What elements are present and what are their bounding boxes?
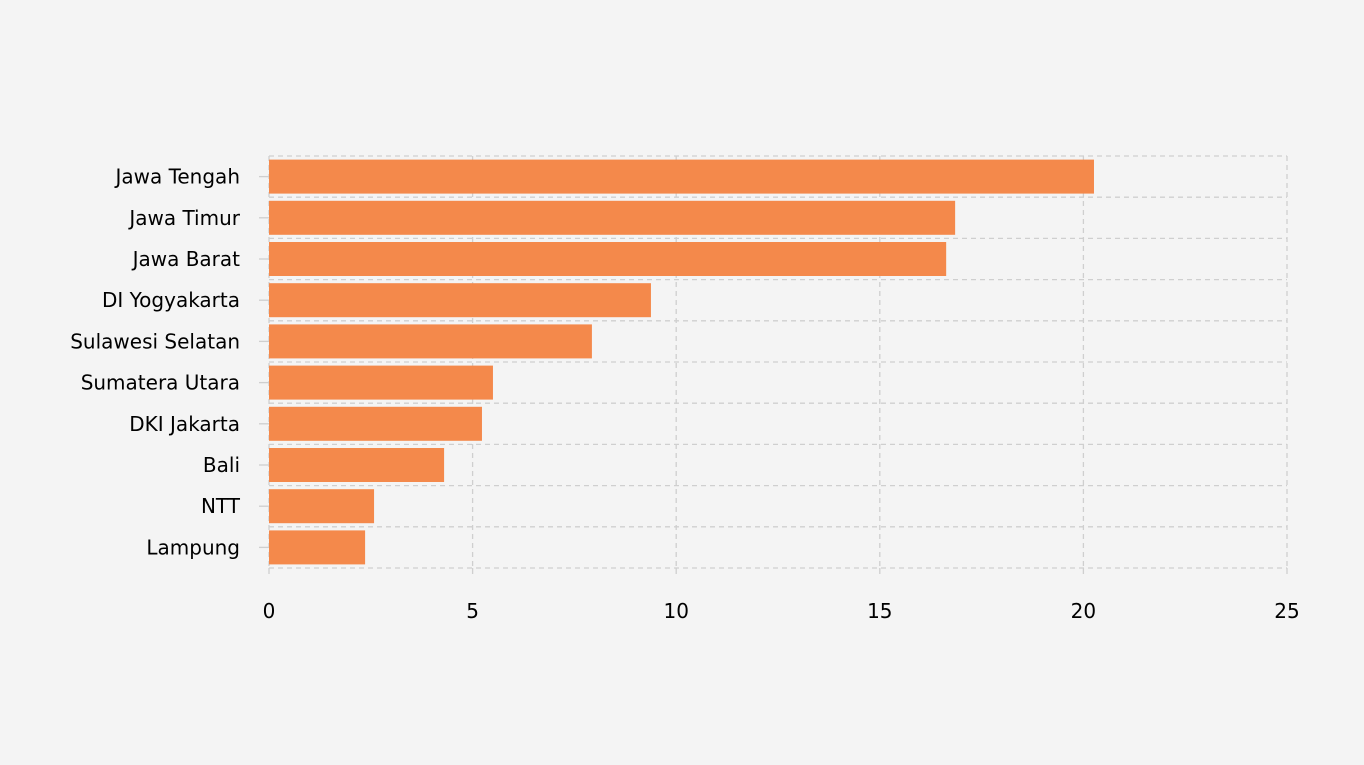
y-tick-label: Jawa Tengah xyxy=(113,165,240,189)
x-tick-label: 0 xyxy=(263,599,276,623)
bar-bali xyxy=(269,448,445,482)
y-axis-labels: Jawa Tengah Jawa Timur Jawa Barat DI Yogyak… xyxy=(70,165,241,560)
y-tick-label: Jawa Barat xyxy=(131,247,241,271)
x-axis-labels: 0 5 10 15 20 25 xyxy=(263,599,1300,623)
bar-sulawesi-selatan xyxy=(269,324,592,359)
bar-jawa-barat xyxy=(269,242,947,276)
bar-ntt xyxy=(269,489,375,524)
grid xyxy=(259,155,1288,574)
bar-sumatera-utara xyxy=(269,365,493,400)
y-tick-label: NTT xyxy=(201,494,241,518)
y-tick-label: Lampung xyxy=(146,535,240,559)
y-tick-label: Jawa Timur xyxy=(127,206,240,230)
bar-jawa-tengah xyxy=(269,159,1094,194)
bar-di-yogyakarta xyxy=(269,283,651,318)
y-tick-label: Sumatera Utara xyxy=(81,371,240,395)
x-tick-label: 25 xyxy=(1274,599,1299,623)
x-tick-label: 15 xyxy=(867,599,892,623)
y-tick-label: Bali xyxy=(203,453,240,477)
bar-dki-jakarta xyxy=(269,406,482,441)
x-tick-label: 10 xyxy=(663,599,688,623)
bar-lampung xyxy=(269,530,366,565)
x-tick-label: 5 xyxy=(466,599,479,623)
x-tick-label: 20 xyxy=(1071,599,1096,623)
bars xyxy=(269,159,1094,565)
y-tick-label: Sulawesi Selatan xyxy=(70,329,240,353)
y-tick-label: DKI Jakarta xyxy=(129,412,240,436)
y-tick-label: DI Yogyakarta xyxy=(102,288,240,312)
bar-jawa-timur xyxy=(269,200,956,235)
